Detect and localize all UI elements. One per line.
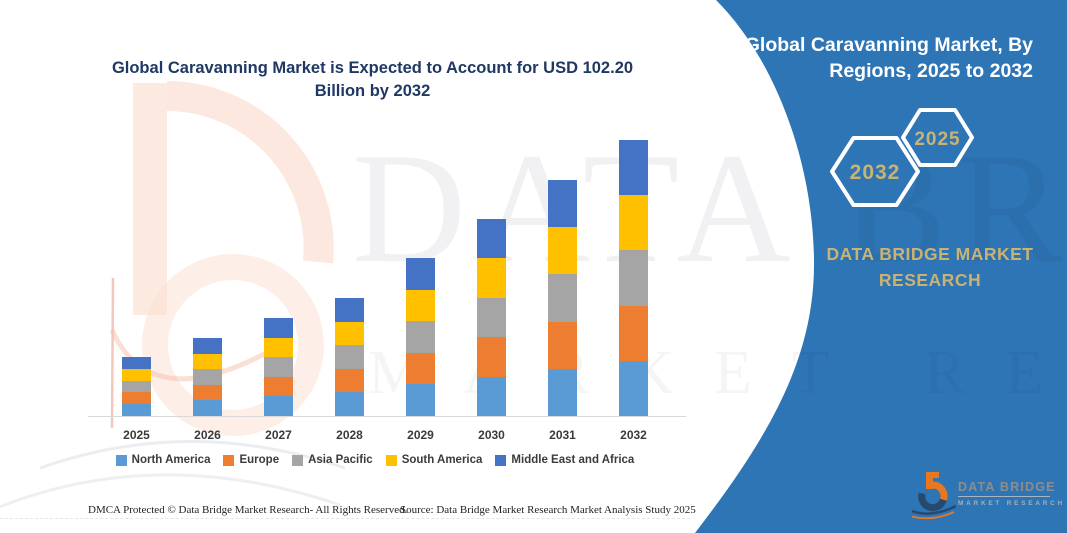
badge-year-2032: 2032 bbox=[850, 161, 901, 184]
bar-2029 bbox=[406, 258, 435, 416]
legend-label: North America bbox=[131, 454, 211, 466]
bar-segment-europe bbox=[122, 392, 151, 405]
bar-segment-middle-east-and-africa bbox=[193, 338, 222, 354]
bar-segment-asia-pacific bbox=[335, 345, 364, 369]
x-tick-2032: 2032 bbox=[620, 428, 647, 442]
bar-segment-asia-pacific bbox=[406, 321, 435, 353]
bar-segment-europe bbox=[264, 376, 293, 397]
footer-divider bbox=[0, 518, 690, 519]
footer-copyright: DMCA Protected © Data Bridge Market Rese… bbox=[88, 504, 408, 516]
bar-segment-middle-east-and-africa bbox=[619, 140, 648, 196]
bar-segment-asia-pacific bbox=[193, 369, 222, 385]
legend-label: Asia Pacific bbox=[308, 454, 373, 466]
bar-segment-middle-east-and-africa bbox=[548, 180, 577, 228]
chart-title-line2: Billion by 2032 bbox=[314, 82, 431, 100]
bar-segment-europe bbox=[619, 305, 648, 361]
legend-label: Europe bbox=[239, 454, 280, 466]
legend-swatch-icon bbox=[385, 455, 397, 466]
x-tick-2026: 2026 bbox=[194, 428, 221, 442]
bar-2026 bbox=[193, 338, 222, 416]
legend-item-europe: Europe bbox=[223, 454, 279, 466]
hexagon-badge-2025 bbox=[901, 108, 974, 167]
bar-segment-south-america bbox=[335, 321, 364, 346]
bar-2030 bbox=[477, 219, 506, 416]
year-badges: 2032 2025 bbox=[830, 108, 974, 207]
bar-segment-middle-east-and-africa bbox=[335, 298, 364, 322]
bar-segment-asia-pacific bbox=[264, 357, 293, 377]
logo-subtitle: MARKET RESEARCH bbox=[958, 500, 1065, 507]
bar-segment-north-america bbox=[335, 392, 364, 416]
legend-swatch-icon bbox=[495, 455, 507, 466]
legend: North America Europe Asia Pacific South Ame… bbox=[60, 454, 690, 466]
legend-swatch-icon bbox=[115, 455, 127, 466]
bar-2025 bbox=[122, 357, 151, 416]
bar-segment-north-america bbox=[619, 360, 648, 416]
legend-item-south-america: South America bbox=[385, 454, 483, 466]
legend-swatch-icon bbox=[223, 455, 235, 466]
x-tick-2028: 2028 bbox=[336, 428, 363, 442]
bar-segment-europe bbox=[477, 337, 506, 377]
bar-segment-asia-pacific bbox=[548, 274, 577, 322]
bar-2028 bbox=[335, 298, 364, 416]
bar-segment-europe bbox=[193, 384, 222, 401]
bar-2031 bbox=[548, 180, 577, 416]
legend-label: South America bbox=[401, 454, 483, 466]
bar-2027 bbox=[264, 318, 293, 416]
brand-name-line2: RESEARCH bbox=[878, 270, 982, 290]
footer-source: Source: Data Bridge Market Research Mark… bbox=[400, 504, 696, 516]
bar-segment-north-america bbox=[477, 376, 506, 416]
bar-segment-south-america bbox=[477, 258, 506, 298]
bar-segment-middle-east-and-africa bbox=[264, 318, 293, 338]
bar-segment-asia-pacific bbox=[477, 297, 506, 338]
bar-segment-europe bbox=[548, 321, 577, 369]
sidebar-title-line1: Global Caravanning Market, By bbox=[744, 34, 1033, 56]
bar-segment-asia-pacific bbox=[619, 250, 648, 306]
legend-swatch-icon bbox=[292, 455, 304, 466]
chart-title: Global Caravanning Market is Expected to… bbox=[80, 57, 665, 103]
bar-segment-south-america bbox=[193, 353, 222, 370]
logo-divider bbox=[958, 496, 1050, 497]
company-logo: DATA BRIDGE MARKET RESEARCH bbox=[912, 468, 1062, 520]
bar-segment-middle-east-and-africa bbox=[477, 219, 506, 259]
sidebar-title-line2: Regions, 2025 to 2032 bbox=[829, 60, 1033, 82]
x-axis-line bbox=[88, 416, 686, 417]
bar-segment-north-america bbox=[122, 404, 151, 416]
badge-year-2025: 2025 bbox=[914, 129, 960, 150]
sidebar-title: Global Caravanning Market, By Regions, 2… bbox=[723, 32, 1033, 84]
logo-title: DATA BRIDGE bbox=[958, 480, 1056, 494]
hexagon-badge-2032 bbox=[830, 136, 920, 207]
bar-segment-south-america bbox=[264, 337, 293, 358]
brand-name-line1: DATA BRIDGE MARKET bbox=[826, 244, 1034, 264]
bar-2032 bbox=[619, 140, 648, 416]
bar-segment-south-america bbox=[619, 195, 648, 251]
logo-b-icon bbox=[912, 472, 956, 520]
brand-name: DATA BRIDGE MARKET RESEARCH bbox=[820, 241, 1040, 293]
bar-segment-north-america bbox=[548, 368, 577, 416]
bar-segment-north-america bbox=[406, 384, 435, 416]
bar-segment-europe bbox=[406, 352, 435, 385]
legend-item-asia-pacific: Asia Pacific bbox=[292, 454, 373, 466]
legend-label: Middle East and Africa bbox=[511, 454, 635, 466]
bar-segment-north-america bbox=[193, 400, 222, 416]
bar-segment-middle-east-and-africa bbox=[406, 258, 435, 290]
chart-title-line1: Global Caravanning Market is Expected to… bbox=[111, 59, 634, 77]
bar-segment-south-america bbox=[548, 227, 577, 275]
x-tick-2030: 2030 bbox=[478, 428, 505, 442]
bar-segment-middle-east-and-africa bbox=[122, 357, 151, 369]
bar-segment-north-america bbox=[264, 396, 293, 416]
legend-item-north-america: North America bbox=[115, 454, 211, 466]
x-tick-2025: 2025 bbox=[123, 428, 150, 442]
bar-segment-south-america bbox=[122, 368, 151, 381]
legend-item-middle-east-and-africa: Middle East and Africa bbox=[495, 454, 634, 466]
bar-segment-asia-pacific bbox=[122, 380, 151, 393]
x-tick-2027: 2027 bbox=[265, 428, 292, 442]
bar-segment-south-america bbox=[406, 289, 435, 322]
x-tick-2029: 2029 bbox=[407, 428, 434, 442]
bar-segment-europe bbox=[335, 368, 364, 393]
x-tick-2031: 2031 bbox=[549, 428, 576, 442]
